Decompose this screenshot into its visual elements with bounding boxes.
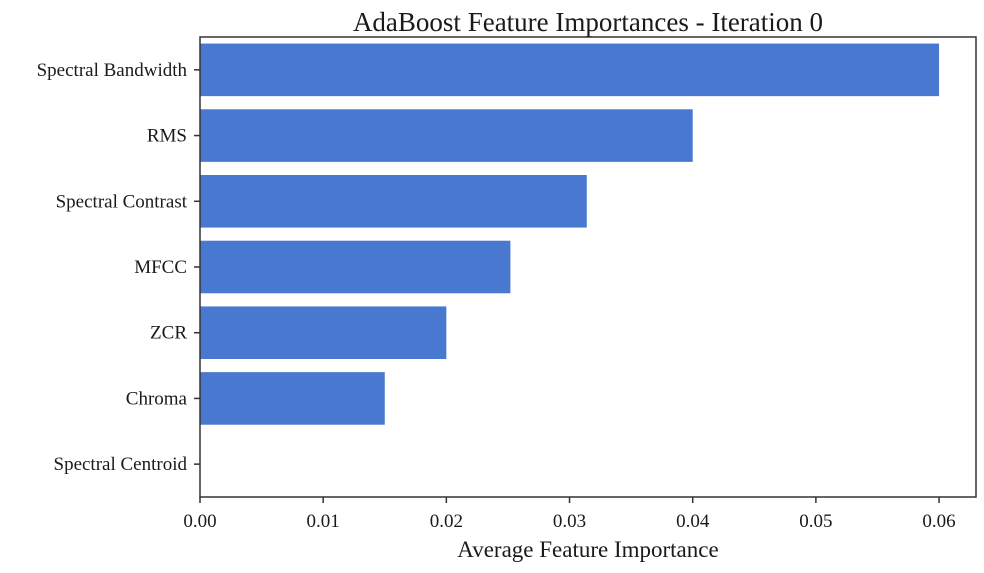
x-tick-label: 0.02 [430, 511, 463, 532]
x-tick-label: 0.06 [922, 511, 955, 532]
bar-spectral-contrast [200, 175, 587, 228]
x-axis-ticks: 0.00 0.01 0.02 0.03 0.04 0.05 0.06 [183, 497, 956, 532]
y-tick-label: Chroma [126, 388, 188, 409]
x-tick-label: 0.01 [307, 511, 340, 532]
y-axis-ticks: Spectral Bandwidth RMS Spectral Contrast MF… [37, 60, 200, 475]
x-tick-label: 0.04 [676, 511, 710, 532]
y-tick-label: RMS [147, 126, 187, 147]
x-tick-label: 0.05 [799, 511, 832, 532]
x-tick-label: 0.00 [183, 511, 216, 532]
bar-rms [200, 109, 693, 162]
y-tick-label: Spectral Centroid [54, 454, 188, 475]
x-axis-label: Average Feature Importance [457, 537, 718, 562]
y-tick-label: Spectral Bandwidth [37, 60, 188, 81]
chart-title: AdaBoost Feature Importances - Iteration… [353, 7, 823, 37]
bar-zcr [200, 306, 447, 359]
bars-group [200, 43, 940, 425]
y-tick-label: Spectral Contrast [56, 191, 188, 212]
bar-chroma [200, 372, 385, 425]
bar-mfcc [200, 240, 511, 294]
bar-spectral-bandwidth [200, 43, 940, 97]
x-tick-label: 0.03 [553, 511, 586, 532]
plot-frame [199, 36, 977, 498]
y-tick-label: MFCC [134, 257, 187, 278]
y-tick-label: ZCR [150, 323, 187, 344]
